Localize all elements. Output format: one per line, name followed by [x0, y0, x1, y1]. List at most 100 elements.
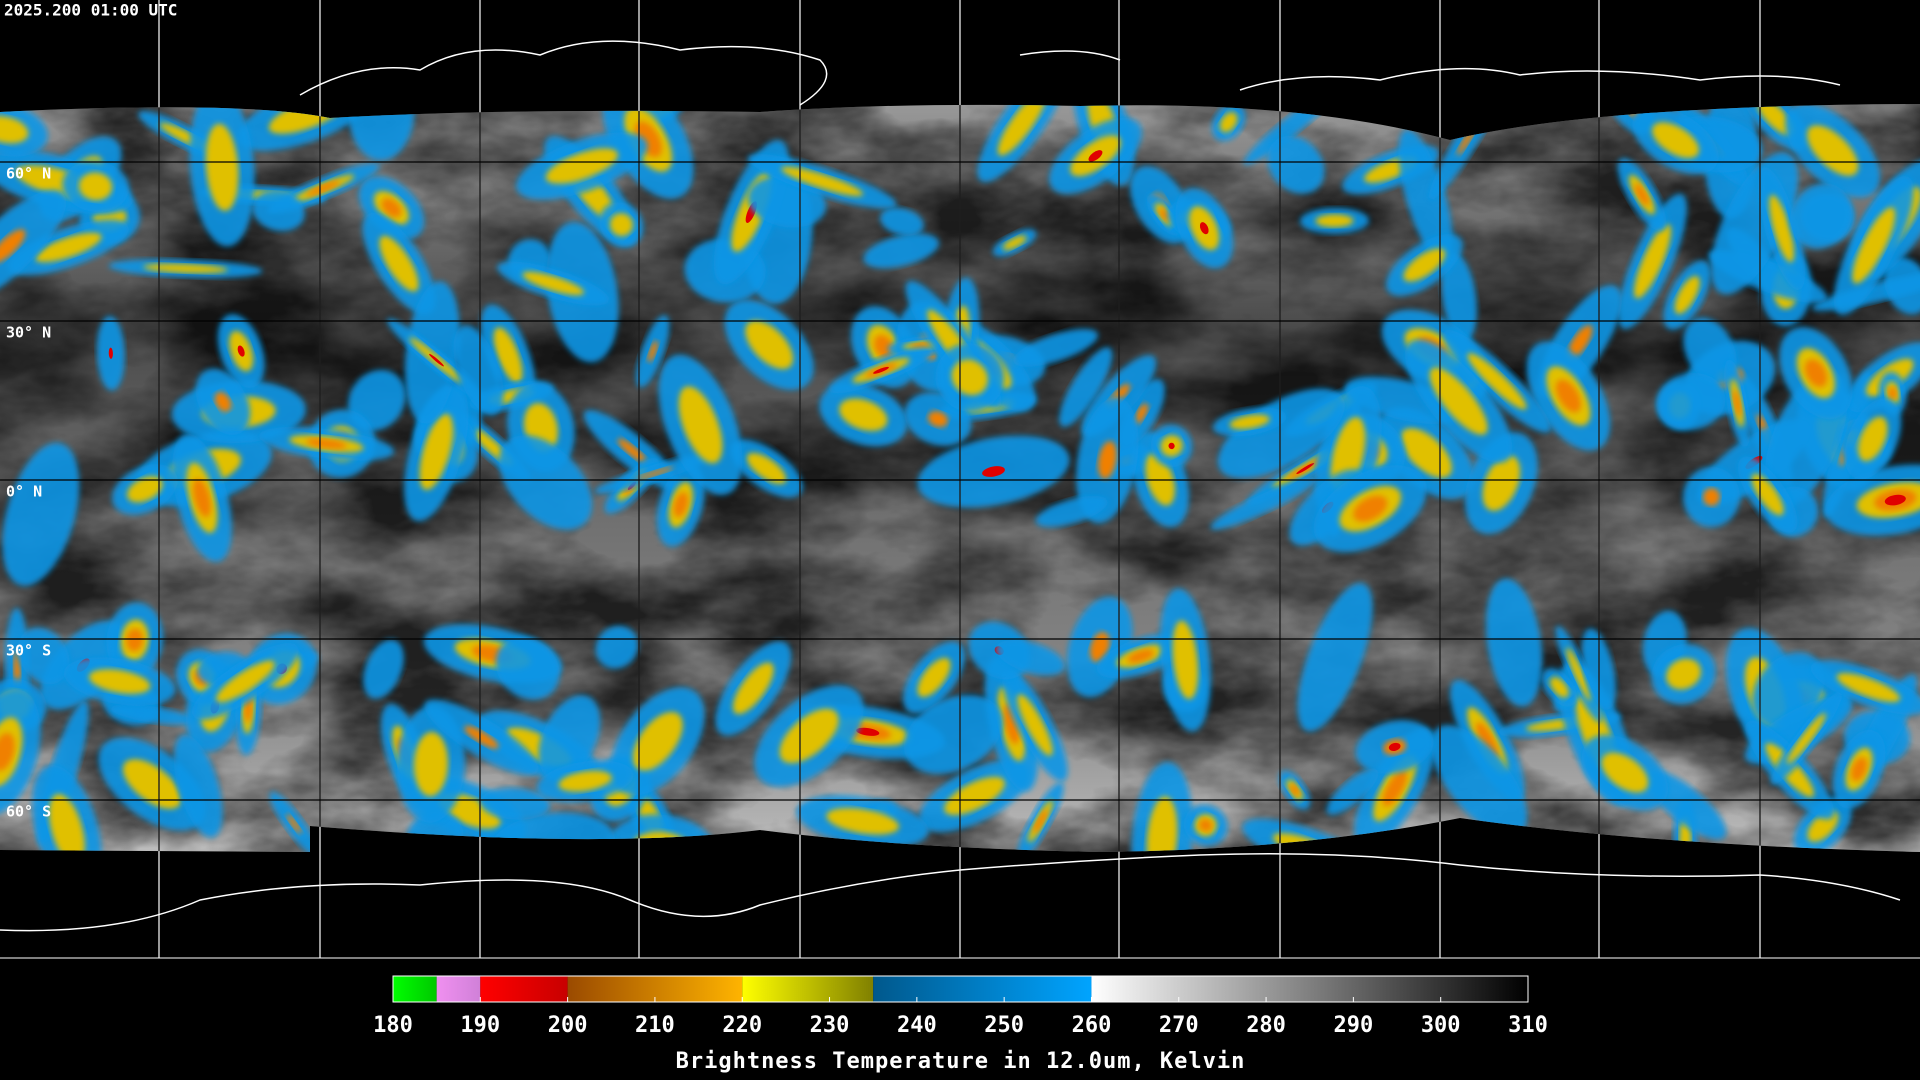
cloud-orange	[1804, 359, 1827, 387]
cloud-yellow	[1482, 455, 1521, 511]
cloud-yellow	[732, 662, 774, 715]
cloud-yellow	[779, 708, 839, 764]
colorbar-tick-label: 270	[1159, 1013, 1199, 1038]
cloud-orange	[286, 814, 302, 834]
cloud-blue	[1683, 317, 1737, 385]
cloud-blue	[538, 695, 601, 781]
cloud-yellow	[1652, 122, 1700, 159]
cloud-yellow	[127, 476, 163, 503]
cloud-red	[1884, 494, 1906, 506]
cloud-orange	[1476, 722, 1499, 759]
cloud-blue	[110, 704, 194, 725]
cloud-blue	[595, 625, 639, 669]
cloud-yellow	[745, 320, 794, 370]
colorbar-tick-label: 290	[1334, 1013, 1374, 1038]
cloud-blue	[1267, 135, 1325, 194]
cloud-blue	[1430, 725, 1528, 836]
cloud-orange	[1033, 809, 1048, 833]
cloud-yellow	[1229, 414, 1270, 430]
cloud-yellow	[917, 657, 951, 698]
coastlines	[0, 40, 1901, 932]
cloud-orange	[214, 391, 232, 412]
cloud-orange	[874, 334, 894, 360]
cloud-blue	[495, 636, 560, 700]
lat-label: 30° N	[6, 324, 51, 342]
cloud-blue	[1210, 477, 1317, 530]
cloud-yellow	[997, 104, 1047, 156]
cloud-orange	[1133, 403, 1149, 425]
coastline	[0, 853, 1901, 932]
cloud-yellow	[826, 808, 900, 835]
cold-cloud-tops	[0, 104, 1920, 852]
cloud-yellow	[205, 123, 239, 211]
cloud-yellow	[143, 263, 228, 274]
cloud-yellow	[1146, 796, 1178, 852]
cloud-orange	[910, 342, 932, 349]
cloud-orange	[306, 180, 341, 196]
cloud-yellow	[678, 386, 723, 464]
cloud-orange	[13, 650, 21, 688]
cloud-yellow	[1757, 104, 1794, 136]
graticule	[0, 0, 1920, 959]
cloud-red	[1088, 150, 1103, 162]
cloud-blue	[363, 639, 404, 699]
colorbar-tick-label: 220	[722, 1013, 762, 1038]
cloud-yellow	[49, 794, 85, 852]
cloud-orange	[927, 411, 948, 428]
cloud-yellow	[1002, 235, 1027, 251]
cloud-red	[237, 345, 245, 357]
cloud-orange	[1127, 649, 1154, 663]
cloud-red	[1168, 442, 1175, 450]
cloud-yellow	[1769, 194, 1795, 263]
cloud-blue	[995, 639, 1065, 676]
cloud-blue	[453, 325, 504, 416]
cloud-yellow	[1786, 712, 1826, 764]
latitude-labels: 60° N 30° N 0° N 30° S 60° S	[6, 165, 51, 821]
cloud-yellow	[216, 660, 275, 703]
cloud-blue	[1035, 495, 1108, 527]
cloud-yellow	[944, 776, 1005, 816]
cloud-yellow	[1219, 112, 1238, 133]
cloud-blue	[480, 787, 550, 820]
cloud-yellow	[1566, 647, 1592, 701]
cloud-yellow	[1549, 676, 1569, 698]
cloud-yellow	[1315, 214, 1354, 228]
cloud-red	[1388, 742, 1401, 751]
cloud-yellow	[1852, 207, 1896, 284]
cloud-yellow	[413, 731, 449, 797]
lat-label: 60° N	[6, 165, 51, 183]
cloud-blue	[1013, 328, 1099, 367]
cloud-yellow	[1807, 125, 1859, 176]
colorbar-tick-label: 260	[1072, 1013, 1112, 1038]
cloud-yellow	[1172, 620, 1199, 700]
cloud-orange	[1733, 390, 1742, 417]
cloud-orange	[126, 628, 144, 652]
colorbar-segment	[873, 976, 1092, 1002]
cloud-blue	[2, 442, 80, 586]
cloud-blue	[1441, 252, 1477, 342]
cloud-orange	[464, 725, 499, 749]
cloud-orange	[0, 733, 15, 771]
cloud-blue	[173, 734, 223, 838]
cloud-orange	[647, 340, 658, 363]
cloud-orange	[306, 438, 347, 449]
cloud-orange	[1851, 757, 1867, 782]
cloud-blue	[252, 190, 305, 232]
colorbar-tick-label: 250	[984, 1013, 1024, 1038]
cloud-orange	[1199, 819, 1213, 832]
cloud-yellow	[746, 452, 787, 484]
colorbar-tick-label: 310	[1508, 1013, 1548, 1038]
colorbar-tick-label: 180	[373, 1013, 413, 1038]
cloud-blue	[1059, 347, 1113, 427]
cloud-orange	[1382, 770, 1407, 807]
cloud-yellow	[1017, 694, 1053, 756]
cloud-orange	[1634, 183, 1650, 206]
cloud-blue	[1326, 768, 1379, 815]
cloud-yellow	[419, 413, 454, 490]
cloud-orange	[0, 229, 26, 264]
cloud-yellow	[1674, 275, 1700, 315]
cloud-yellow	[493, 327, 523, 383]
cloud-orange	[1290, 784, 1300, 796]
